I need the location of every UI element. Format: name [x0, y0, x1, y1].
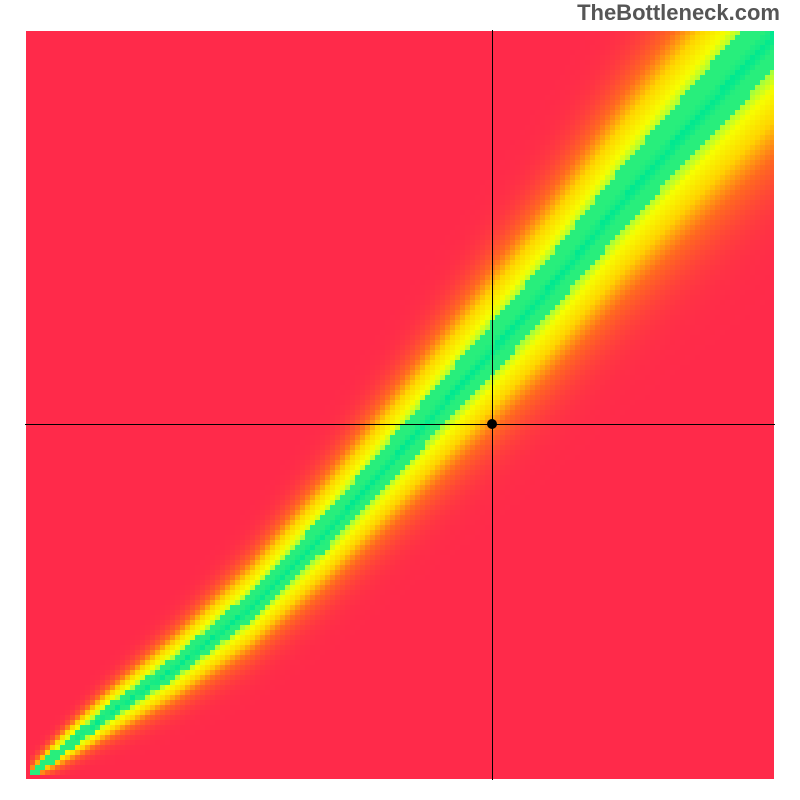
watermark-text: TheBottleneck.com: [577, 0, 780, 26]
heatmap-canvas: [25, 30, 775, 780]
crosshair-horizontal-line: [25, 424, 775, 425]
chart-container: TheBottleneck.com: [0, 0, 800, 800]
crosshair-vertical-line: [492, 30, 493, 780]
crosshair-dot: [487, 419, 497, 429]
heatmap-plot: [25, 30, 775, 780]
